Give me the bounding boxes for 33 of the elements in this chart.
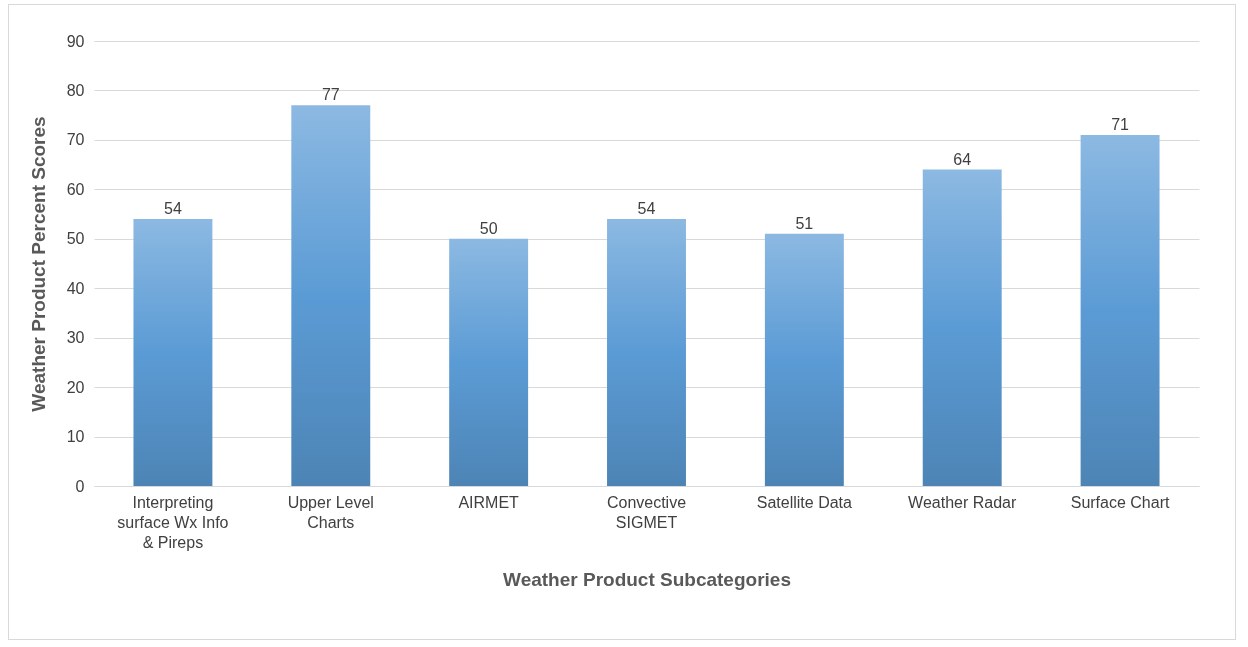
bar — [291, 105, 371, 486]
x-tick-label: Upper Level Charts — [287, 493, 374, 531]
x-tick-label: Satellite Data — [756, 493, 853, 511]
y-tick-label: 80 — [66, 81, 85, 99]
data-label: 77 — [321, 86, 340, 104]
y-tick-label: 30 — [66, 329, 85, 347]
x-tick-label: Weather Radar — [908, 493, 1017, 511]
y-tick-label: 90 — [66, 32, 85, 50]
bar — [764, 233, 844, 486]
y-tick-label: 0 — [75, 477, 85, 495]
y-tick-label: 10 — [66, 428, 85, 446]
data-label: 64 — [953, 150, 972, 168]
y-tick-label: 20 — [66, 378, 85, 396]
y-tick-label: 50 — [66, 230, 85, 248]
x-tick-label: Interpreting surface Wx Info & Pireps — [117, 493, 229, 551]
bar — [133, 219, 213, 486]
x-tick-label: AIRMET — [458, 493, 520, 511]
data-label: 71 — [1111, 115, 1130, 133]
x-axis-title: Weather Product Subcategories — [503, 568, 791, 590]
x-tick-label: Convective SIGMET — [606, 493, 687, 531]
data-label: 51 — [795, 214, 814, 232]
y-tick-label: 60 — [66, 180, 85, 198]
y-tick-label: 70 — [66, 131, 85, 149]
y-axis-title: Weather Product Percent Scores — [27, 116, 49, 412]
bar — [1080, 134, 1160, 486]
bar — [607, 219, 686, 486]
data-label: 54 — [164, 200, 182, 217]
data-label: 54 — [637, 200, 656, 217]
y-tick-label: 40 — [66, 279, 85, 297]
bar — [922, 169, 1002, 486]
data-label: 50 — [479, 219, 498, 237]
x-tick-label: Surface Chart — [1070, 493, 1170, 511]
bar — [449, 238, 529, 486]
